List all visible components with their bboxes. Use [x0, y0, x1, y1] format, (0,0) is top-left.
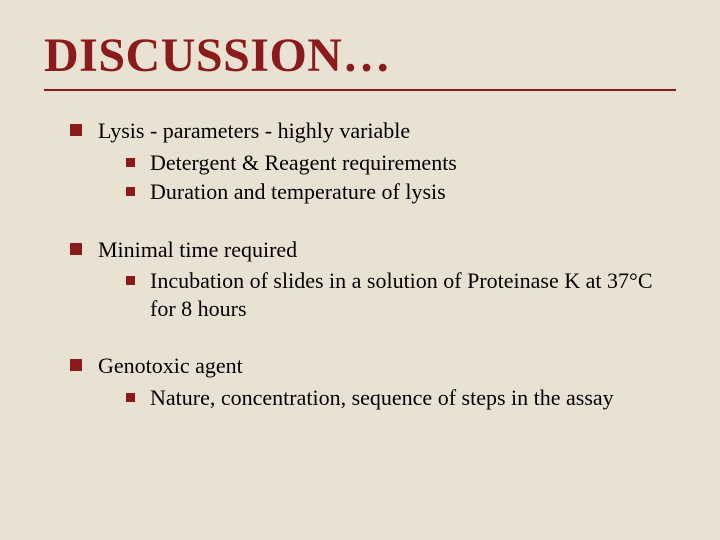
sub-list: Detergent & Reagent requirements Duratio… — [98, 149, 676, 206]
sub-list-item: Detergent & Reagent requirements — [126, 149, 676, 177]
sub-list: Incubation of slides in a solution of Pr… — [98, 267, 676, 322]
slide: DISCUSSION… Lysis - parameters - highly … — [0, 0, 720, 540]
sub-list-item: Duration and temperature of lysis — [126, 178, 676, 206]
list-item-text: Minimal time required — [98, 237, 297, 262]
sub-list-item-text: Duration and temperature of lysis — [150, 179, 446, 204]
sub-list-item-text: Detergent & Reagent requirements — [150, 150, 457, 175]
list-item-text: Lysis - parameters - highly variable — [98, 118, 410, 143]
sub-list-item: Nature, concentration, sequence of steps… — [126, 384, 676, 412]
bullet-list: Lysis - parameters - highly variable Det… — [44, 117, 676, 411]
sub-list: Nature, concentration, sequence of steps… — [98, 384, 676, 412]
title-underline — [44, 89, 676, 91]
list-item: Minimal time required Incubation of slid… — [70, 236, 676, 323]
sub-list-item-text: Nature, concentration, sequence of steps… — [150, 385, 614, 410]
list-item-text: Genotoxic agent — [98, 353, 243, 378]
slide-title: DISCUSSION… — [44, 28, 676, 83]
list-item: Genotoxic agent Nature, concentration, s… — [70, 352, 676, 411]
list-item: Lysis - parameters - highly variable Det… — [70, 117, 676, 206]
sub-list-item-text: Incubation of slides in a solution of Pr… — [150, 268, 653, 321]
sub-list-item: Incubation of slides in a solution of Pr… — [126, 267, 676, 322]
